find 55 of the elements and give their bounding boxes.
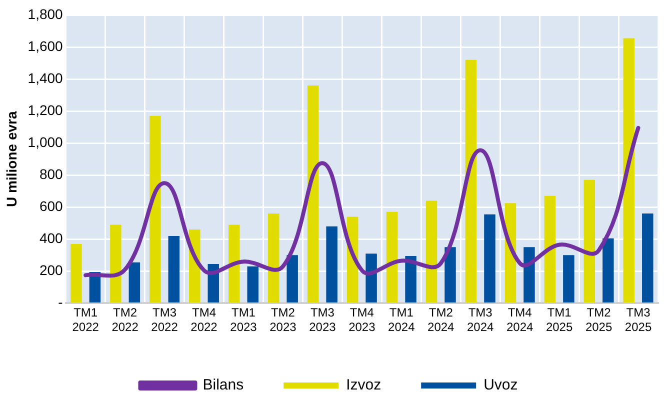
x-tick-label: TM2 2022 (112, 306, 139, 334)
bar (524, 247, 535, 302)
y-tick-label: 600 (39, 198, 64, 214)
y-tick-label: 400 (39, 230, 64, 246)
x-tick-label: TM4 2023 (348, 306, 376, 334)
x-tick-label: TM4 2024 (506, 306, 534, 334)
bar (168, 236, 180, 302)
bar (366, 254, 377, 302)
bar (405, 256, 416, 302)
bar (602, 238, 614, 302)
x-tick-label: TM1 2024 (388, 306, 416, 334)
y-axis-title: U milione evra (3, 111, 20, 207)
legend-label: Izvoz (346, 376, 382, 394)
bar (128, 262, 140, 302)
bar (307, 85, 319, 302)
x-tick-label: TM3 2024 (467, 306, 494, 334)
x-tick-label: TM2 2023 (270, 306, 297, 334)
x-tick-label: TM3 2022 (151, 306, 178, 334)
y-tick-label: 200 (39, 262, 64, 278)
bar (623, 38, 635, 302)
x-tick-label: TM2 2025 (585, 306, 612, 334)
x-tick-label: TM3 2025 (624, 306, 652, 334)
bar (286, 255, 298, 302)
bar (247, 266, 258, 302)
x-tick-label: TM3 2023 (309, 306, 336, 334)
bar (563, 255, 574, 302)
x-tick-label: TM1 2023 (230, 306, 258, 334)
bar (444, 247, 456, 302)
bar (484, 214, 496, 302)
bar (228, 224, 240, 302)
bar (642, 214, 654, 302)
bar (110, 224, 122, 302)
y-tick-label: 800 (39, 166, 64, 182)
y-tick-label: 1,400 (28, 70, 64, 86)
x-tick-label: TM2 2024 (428, 306, 455, 334)
bar (584, 180, 596, 302)
bar (544, 196, 556, 302)
y-tick-label: - (58, 294, 64, 310)
y-tick-label: 1,200 (28, 102, 64, 118)
y-tick-label: 1,800 (28, 6, 64, 22)
bar (465, 60, 477, 302)
x-tick-label: TM1 2022 (72, 306, 100, 334)
bar (426, 200, 438, 302)
bar (326, 226, 338, 302)
legend-label: Bilans (202, 376, 244, 394)
y-tick-label: 1,600 (28, 38, 64, 54)
bar (386, 212, 398, 302)
x-tick-label: TM1 2025 (546, 306, 573, 334)
y-tick-label: 1,000 (28, 134, 64, 150)
legend-label: Uvoz (484, 376, 518, 394)
bar (268, 214, 280, 302)
bar (70, 244, 82, 302)
line-series (84, 126, 640, 278)
bar (150, 116, 161, 302)
x-tick-label: TM4 2022 (190, 306, 218, 334)
